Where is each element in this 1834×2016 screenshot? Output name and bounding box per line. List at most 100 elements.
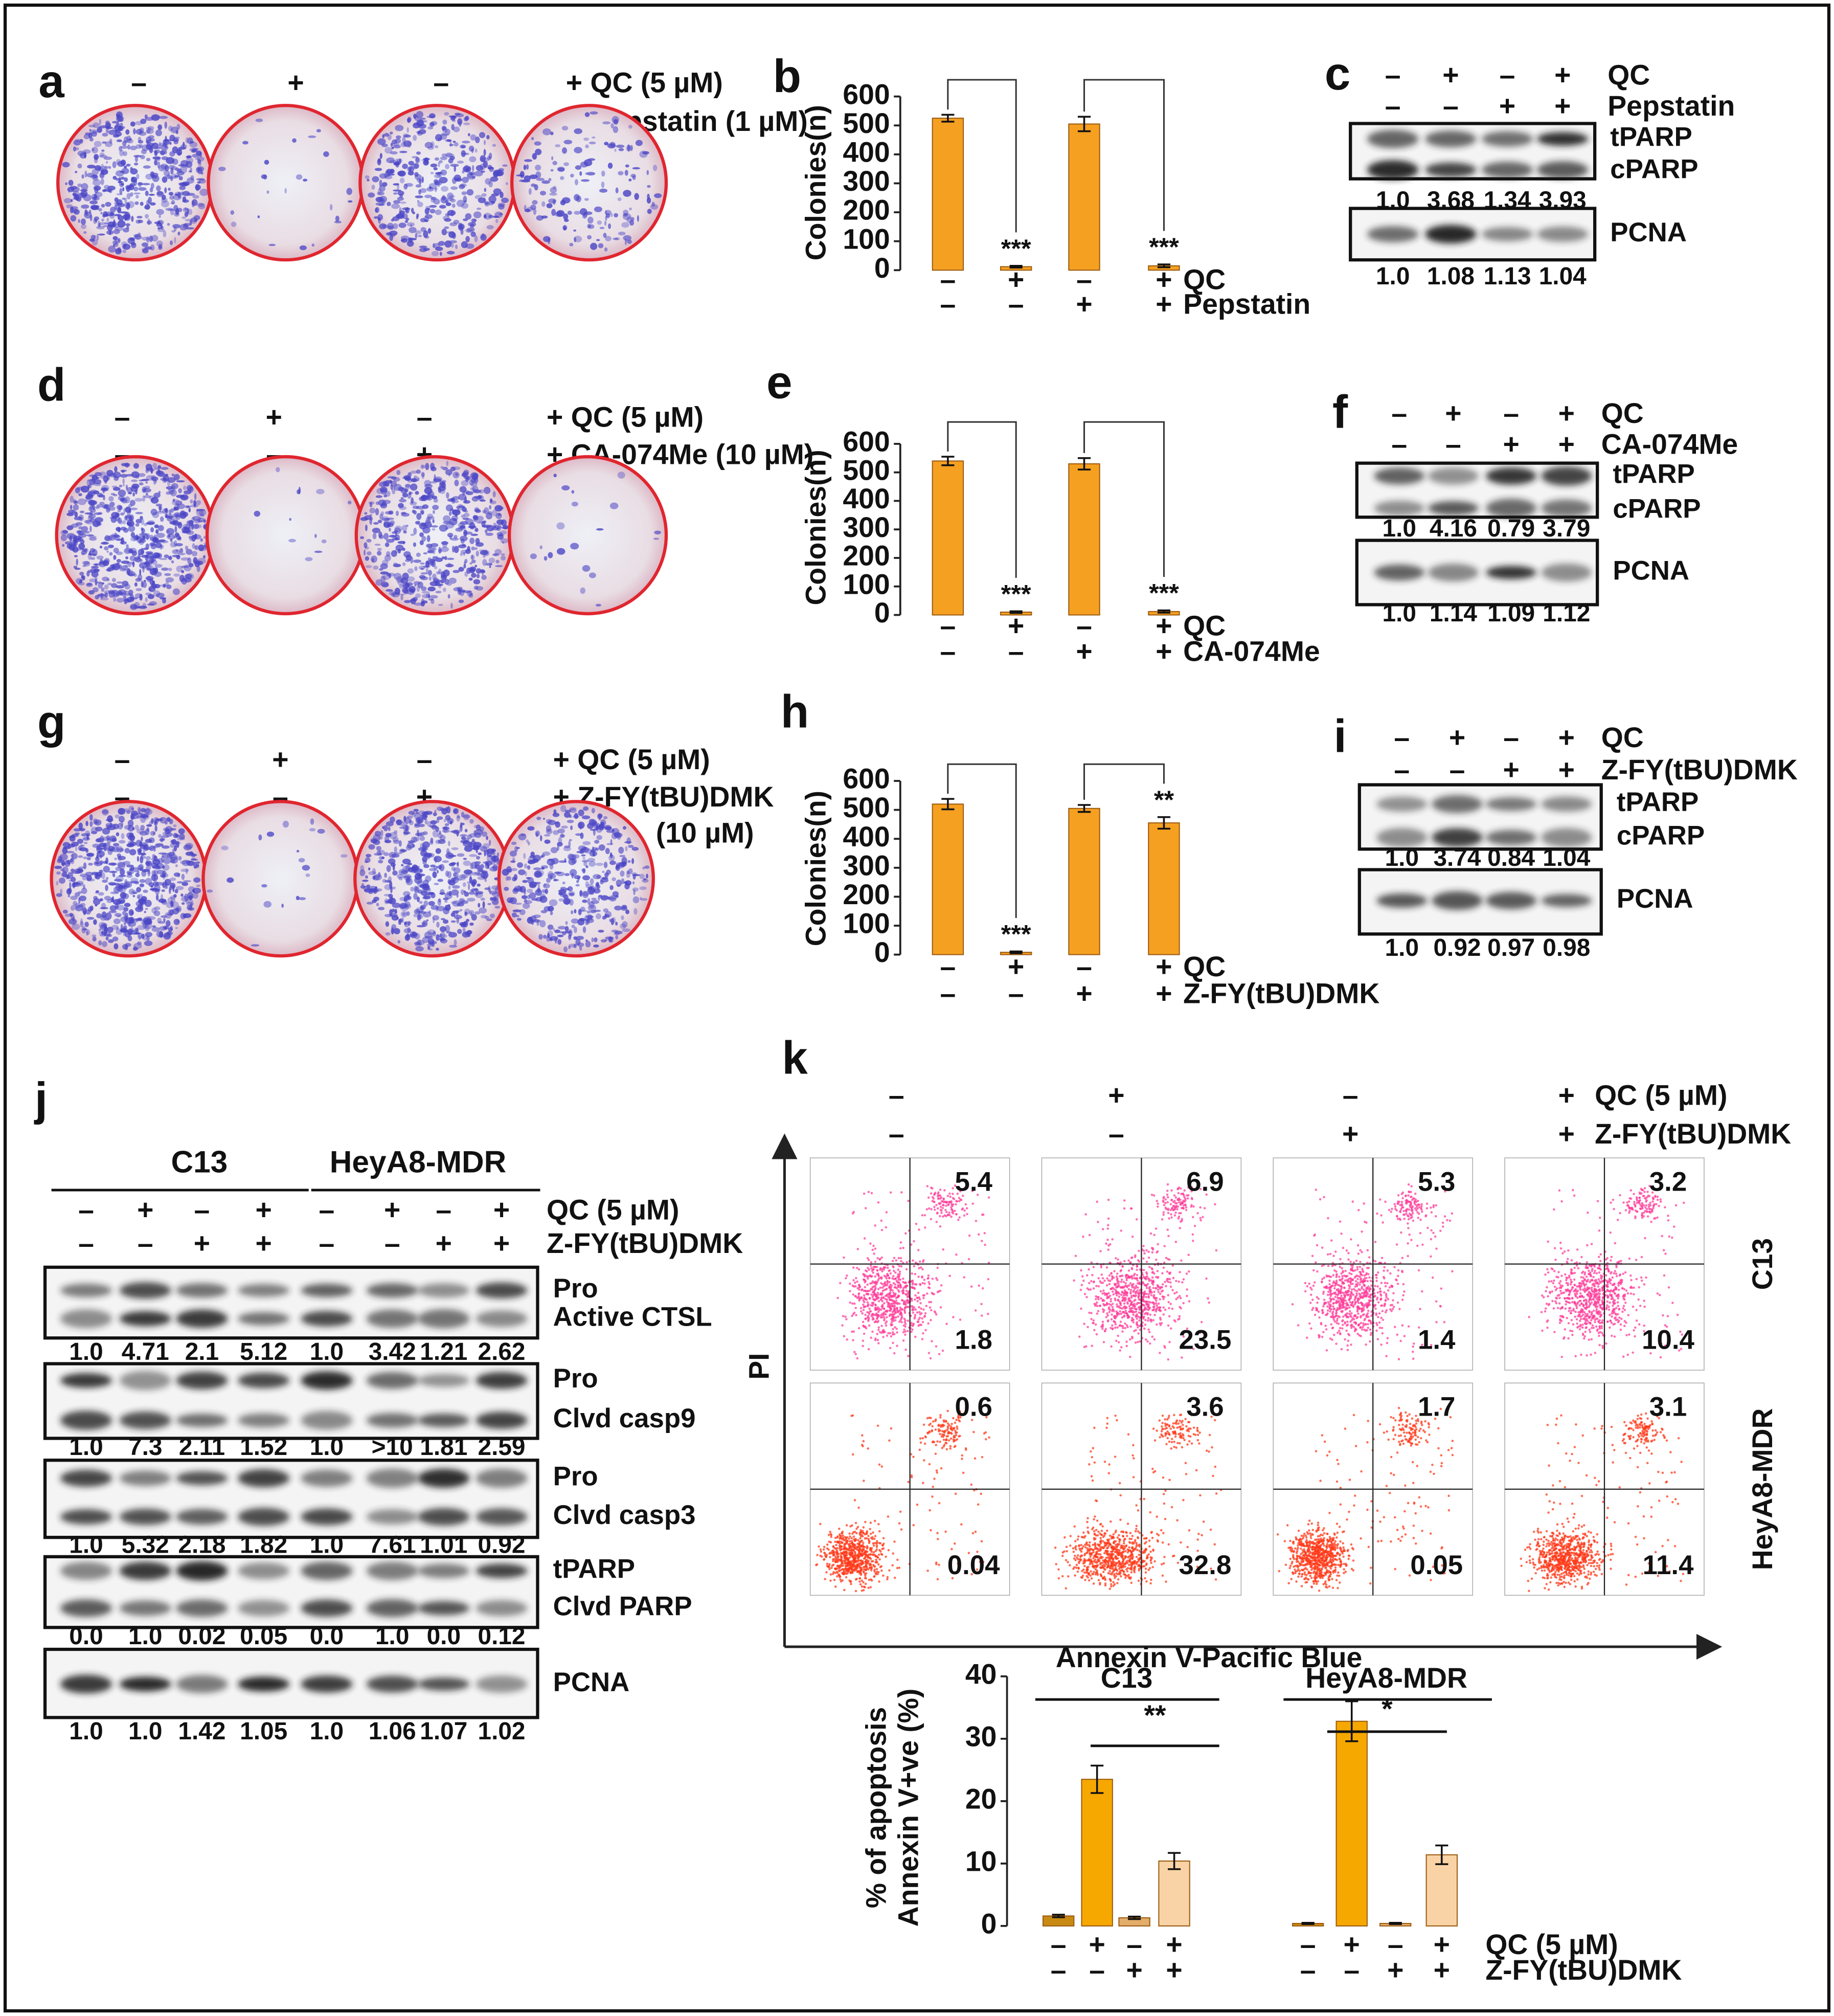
colony xyxy=(565,921,568,925)
colony xyxy=(524,175,531,182)
colony xyxy=(69,882,72,889)
colony xyxy=(140,900,147,905)
colony xyxy=(164,554,169,558)
colony xyxy=(430,171,434,174)
colony xyxy=(441,229,447,236)
colony xyxy=(141,554,148,558)
colony xyxy=(417,131,420,135)
colony xyxy=(168,165,175,170)
colony xyxy=(405,183,413,187)
colony xyxy=(451,124,455,130)
colony xyxy=(416,512,422,520)
colony xyxy=(112,590,118,594)
colony xyxy=(481,574,487,580)
colony xyxy=(472,845,480,850)
colony xyxy=(365,857,371,863)
colony xyxy=(400,239,404,242)
colony xyxy=(140,844,147,849)
colony xyxy=(154,159,158,166)
colony xyxy=(452,877,459,883)
colony xyxy=(78,192,87,198)
colony xyxy=(86,534,94,536)
colony xyxy=(77,150,85,156)
colony xyxy=(251,944,260,947)
event xyxy=(880,1276,883,1279)
colony xyxy=(106,217,109,222)
colony xyxy=(186,549,193,555)
colony xyxy=(109,905,117,912)
colony xyxy=(187,557,192,565)
colony xyxy=(405,845,412,850)
quantification: 1.14 xyxy=(1430,600,1477,627)
colony xyxy=(94,577,98,580)
event xyxy=(897,1268,900,1271)
colony xyxy=(173,824,177,827)
colony xyxy=(654,530,661,534)
colony xyxy=(464,497,467,503)
band xyxy=(238,1469,290,1488)
colony xyxy=(129,237,135,241)
treatment-sign: + xyxy=(1503,754,1519,786)
colony xyxy=(160,544,163,550)
event xyxy=(930,1301,933,1304)
band xyxy=(301,1410,353,1430)
treatment-name: QC xyxy=(1601,397,1644,429)
colony xyxy=(452,496,460,500)
event xyxy=(843,1335,846,1338)
colony xyxy=(462,176,469,183)
colony xyxy=(125,556,129,559)
colony xyxy=(419,178,422,185)
band xyxy=(238,1600,290,1617)
colony xyxy=(576,195,581,203)
event xyxy=(869,1274,872,1277)
colony xyxy=(448,511,452,516)
event xyxy=(854,1353,857,1355)
colony xyxy=(107,567,111,572)
colony xyxy=(112,236,118,240)
colony xyxy=(490,897,493,901)
colony xyxy=(188,907,194,911)
event xyxy=(889,1332,892,1335)
colony xyxy=(131,550,138,556)
colony xyxy=(74,534,77,542)
colony xyxy=(604,142,609,146)
blot xyxy=(43,1555,539,1629)
colony xyxy=(456,916,460,924)
event xyxy=(866,1270,868,1273)
colony xyxy=(104,592,108,598)
colony xyxy=(438,162,440,167)
colony xyxy=(378,860,383,864)
colony xyxy=(567,819,574,823)
colony xyxy=(446,806,451,814)
colony xyxy=(119,886,126,893)
colony xyxy=(303,178,308,182)
event xyxy=(914,1272,917,1275)
colony xyxy=(460,587,463,590)
event xyxy=(904,1304,907,1306)
colony xyxy=(109,139,112,144)
colony xyxy=(133,234,139,238)
event xyxy=(862,1309,865,1311)
colony xyxy=(444,226,449,229)
band xyxy=(1537,132,1589,146)
colony xyxy=(524,159,533,162)
band xyxy=(1425,130,1477,147)
colony xyxy=(105,824,111,829)
colony xyxy=(445,200,449,204)
colony xyxy=(568,891,575,897)
band xyxy=(60,1599,112,1617)
colony xyxy=(497,203,505,207)
colony xyxy=(454,113,461,116)
colony xyxy=(263,901,272,908)
colony xyxy=(430,820,437,825)
colony xyxy=(429,868,437,871)
colony xyxy=(255,118,263,122)
treatment-sign: + xyxy=(287,67,304,99)
colony xyxy=(114,214,122,216)
colony xyxy=(471,546,475,551)
colony xyxy=(108,245,116,253)
event xyxy=(917,1320,920,1324)
colony xyxy=(392,870,398,876)
colony xyxy=(115,248,122,255)
colony xyxy=(194,858,198,861)
